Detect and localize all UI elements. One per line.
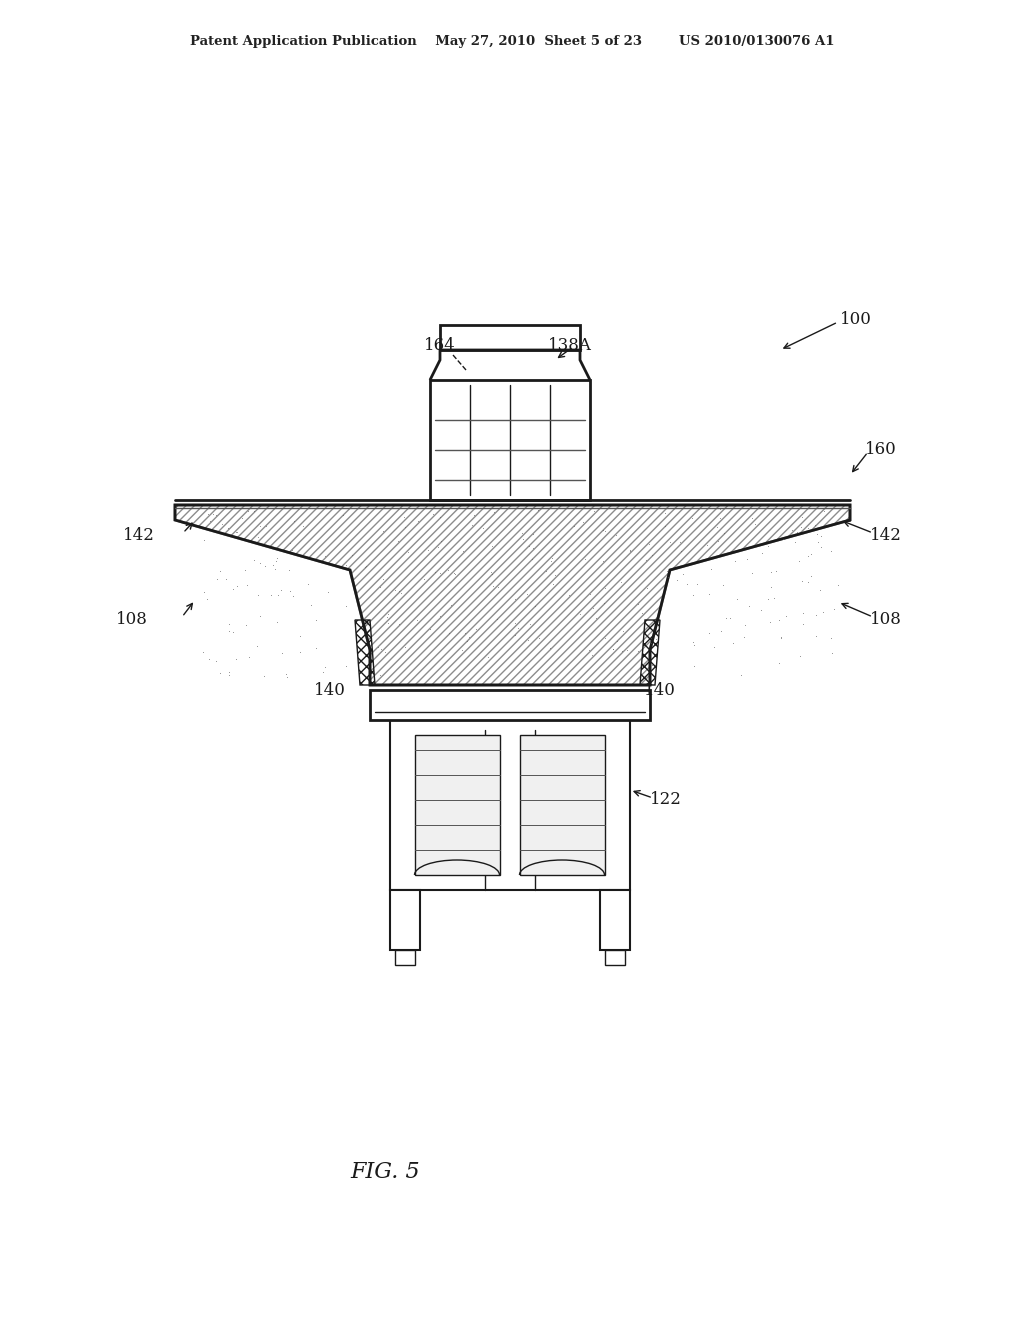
Bar — [370, 690, 650, 719]
Bar — [390, 719, 630, 890]
Bar — [395, 950, 415, 965]
Text: 164: 164 — [424, 337, 456, 354]
Text: 138A: 138A — [548, 337, 592, 354]
Text: 108: 108 — [116, 611, 148, 628]
Text: 142: 142 — [123, 527, 155, 544]
Text: 100: 100 — [840, 312, 871, 329]
Bar — [440, 325, 580, 350]
Text: 160: 160 — [865, 441, 897, 458]
Text: FIG. 5: FIG. 5 — [350, 1162, 420, 1183]
Text: 142: 142 — [870, 527, 902, 544]
Text: 140: 140 — [314, 682, 346, 700]
Bar — [390, 890, 420, 950]
Bar — [600, 890, 630, 950]
Bar — [415, 735, 500, 875]
Text: 108: 108 — [870, 611, 902, 628]
Bar — [605, 950, 625, 965]
Text: Patent Application Publication    May 27, 2010  Sheet 5 of 23        US 2010/013: Patent Application Publication May 27, 2… — [189, 36, 835, 49]
Text: 122: 122 — [650, 792, 682, 808]
Polygon shape — [175, 506, 850, 685]
Bar — [430, 380, 590, 500]
Text: 140: 140 — [644, 682, 676, 700]
Bar — [520, 735, 605, 875]
